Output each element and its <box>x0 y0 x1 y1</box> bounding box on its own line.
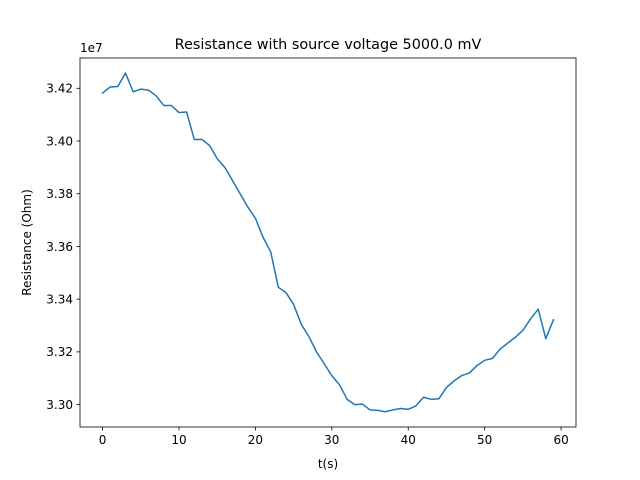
y-tick-label: 3.36 <box>46 240 73 254</box>
y-tick-label: 3.32 <box>46 345 73 359</box>
chart-title: Resistance with source voltage 5000.0 mV <box>175 37 482 53</box>
y-offset-label: 1e7 <box>80 41 103 55</box>
x-axis-label: t(s) <box>318 457 338 471</box>
x-tick-label: 20 <box>248 433 263 447</box>
x-tick-label: 10 <box>171 433 186 447</box>
y-tick-label: 3.34 <box>46 292 73 306</box>
x-axis-ticks: 0 10 20 30 40 50 60 <box>99 427 569 447</box>
y-axis-label: Resistance (Ohm) <box>20 189 34 296</box>
x-tick-label: 50 <box>477 433 492 447</box>
x-tick-label: 40 <box>401 433 416 447</box>
y-tick-label: 3.42 <box>46 82 73 96</box>
y-tick-label: 3.30 <box>46 398 73 412</box>
x-tick-label: 30 <box>324 433 339 447</box>
plot-area-frame <box>79 57 577 428</box>
x-tick-label: 60 <box>553 433 568 447</box>
y-axis-ticks: 3.30 3.32 3.34 3.36 3.38 3.40 3.42 <box>46 82 80 412</box>
y-tick-label: 3.40 <box>46 134 73 148</box>
x-tick-label: 0 <box>99 433 107 447</box>
series-line <box>101 72 555 413</box>
y-tick-label: 3.38 <box>46 187 73 201</box>
